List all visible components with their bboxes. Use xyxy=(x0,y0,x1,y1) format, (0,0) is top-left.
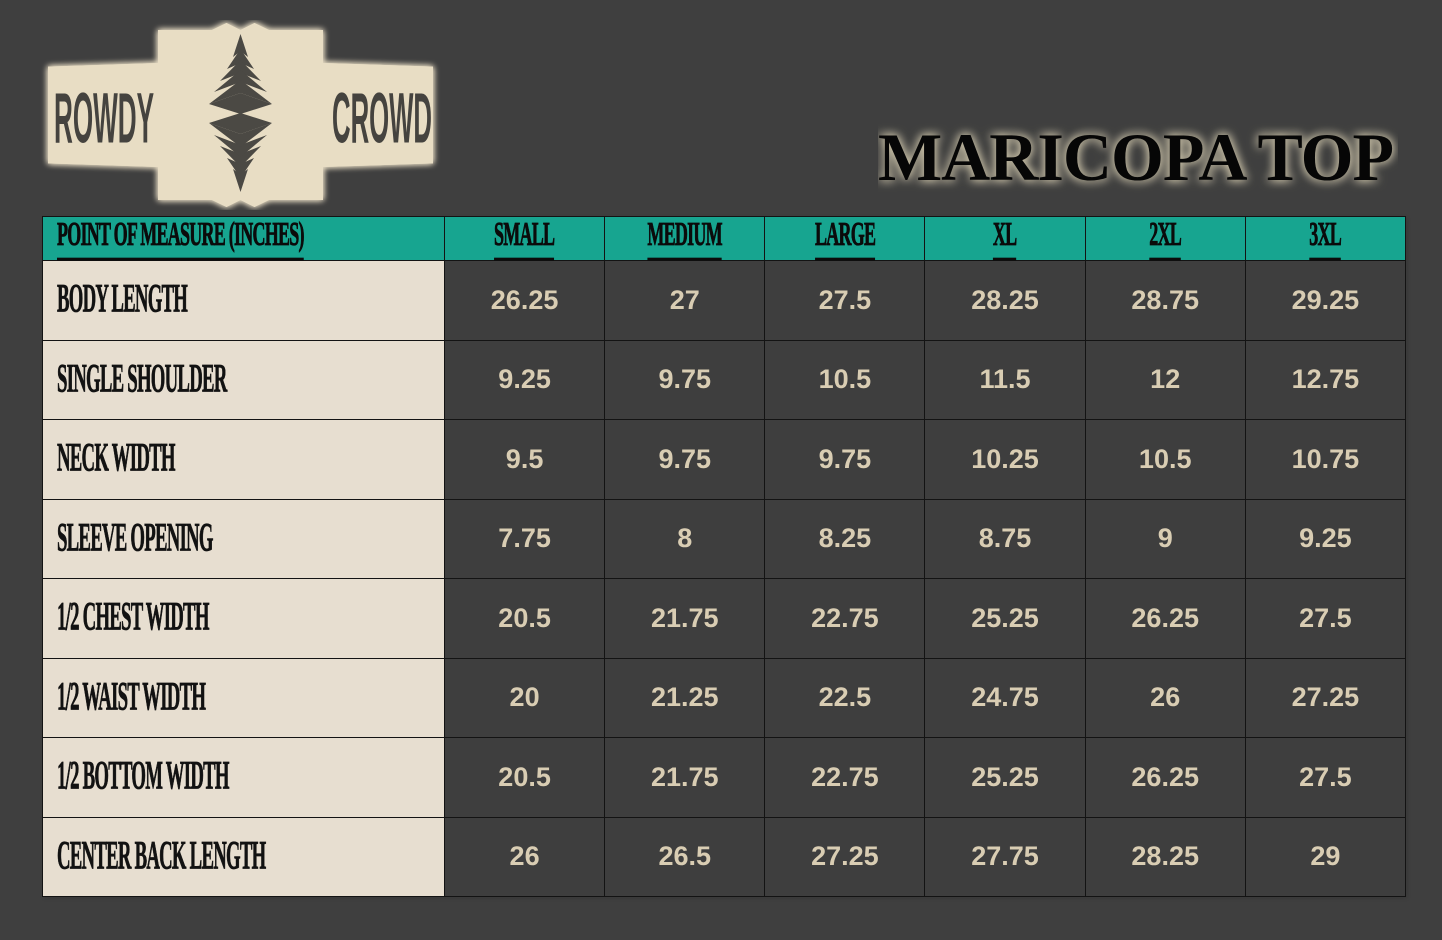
svg-text:ROWDY: ROWDY xyxy=(54,78,154,158)
svg-text:CROWD: CROWD xyxy=(332,78,432,158)
svg-text:MARICOPA TOP: MARICOPA TOP xyxy=(878,119,1393,195)
